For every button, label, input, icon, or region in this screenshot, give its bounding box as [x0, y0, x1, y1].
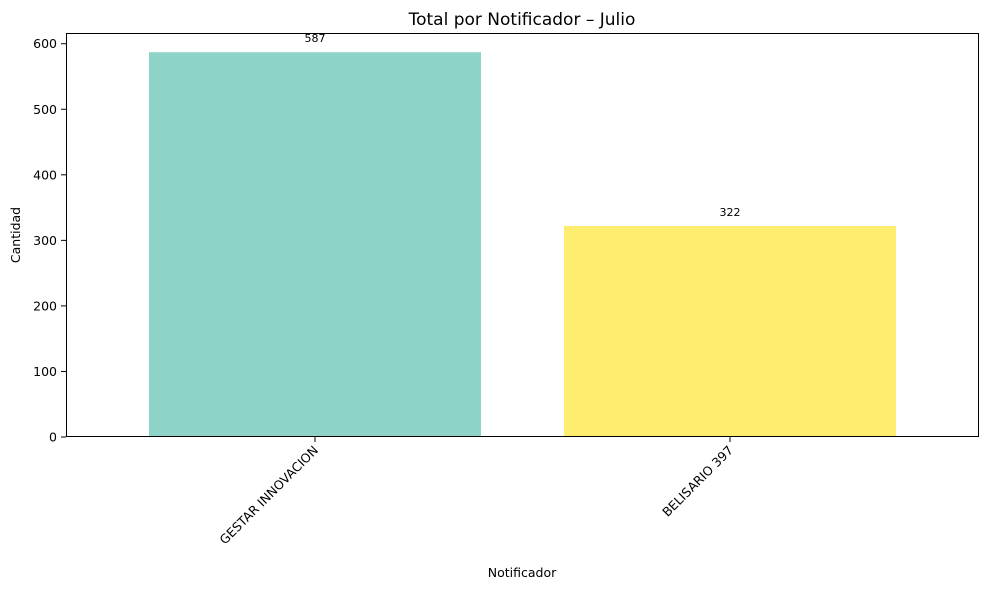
y-tick-label: 400 — [33, 167, 57, 182]
plot-area-frame — [66, 33, 979, 437]
data-label: 322 — [720, 206, 741, 219]
bar-belisario-397 — [564, 225, 896, 437]
y-axis-label: Cantidad — [8, 207, 23, 263]
x-tick-label: GESTAR INNOVACION — [216, 443, 321, 548]
data-label: 587 — [305, 32, 326, 45]
y-tick-label: 600 — [33, 36, 57, 51]
y-tick-label: 200 — [33, 298, 57, 313]
y-axis-ticks: 0 100 200 300 400 500 600 — [33, 36, 66, 445]
bars-layer — [149, 52, 896, 437]
x-axis-ticks: GESTAR INNOVACION BELISARIO 397 — [216, 437, 736, 547]
y-tick-label: 0 — [49, 430, 57, 445]
chart-title: Total por Notificador – Julio — [408, 10, 636, 30]
x-tick-label: BELISARIO 397 — [659, 443, 736, 520]
bar-gestar-innovacion — [149, 52, 481, 437]
y-tick-label: 100 — [33, 364, 57, 379]
x-axis-label: Notificador — [488, 565, 557, 580]
y-tick-label: 300 — [33, 233, 57, 248]
y-tick-label: 500 — [33, 102, 57, 117]
data-labels-layer: 587 322 — [305, 32, 741, 219]
